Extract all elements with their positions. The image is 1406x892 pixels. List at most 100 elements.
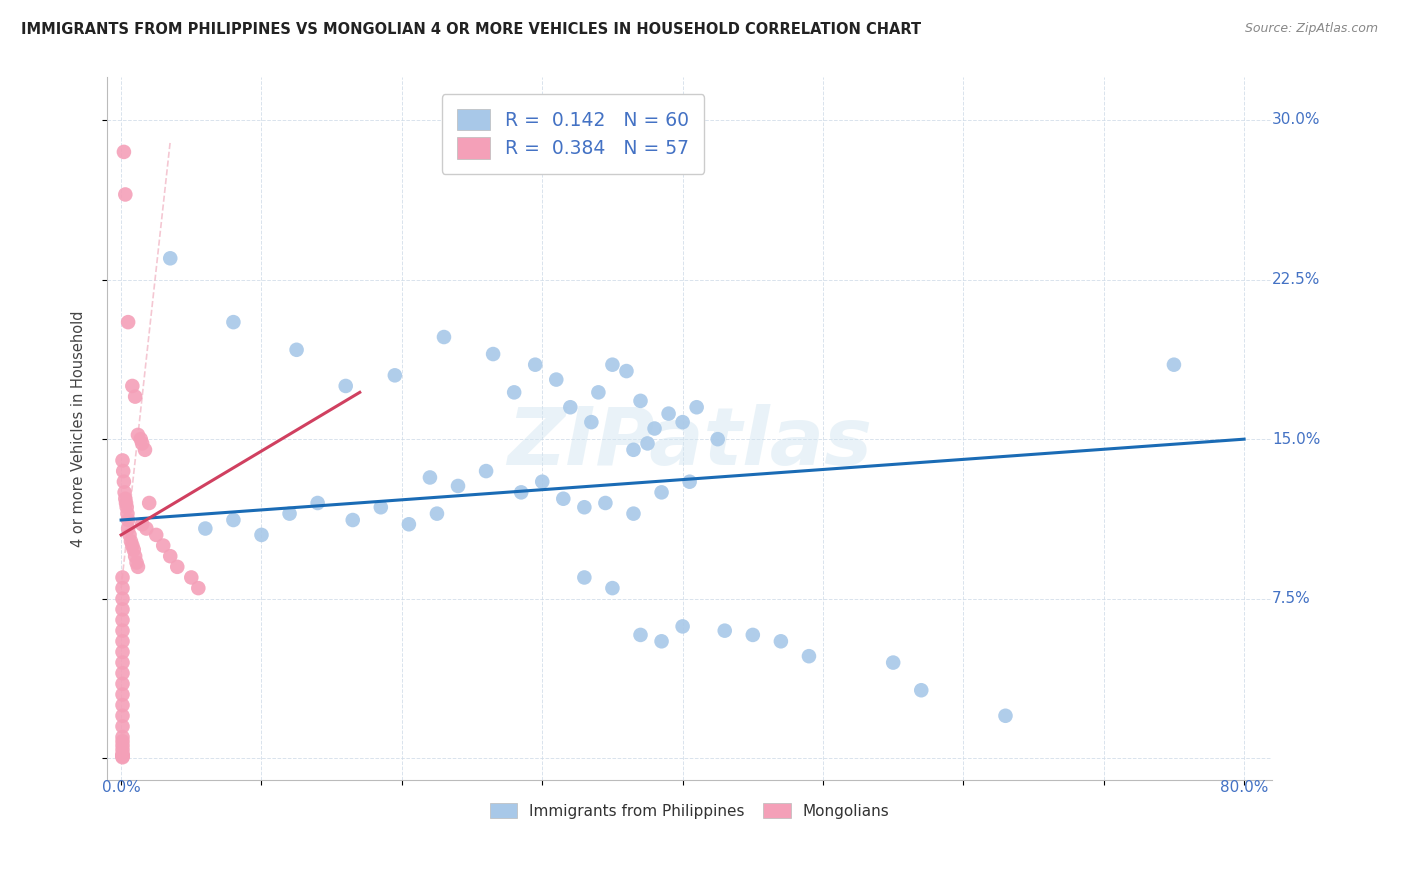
Point — [588, 385, 610, 400]
Point — [111, 624, 134, 638]
Point — [111, 453, 134, 467]
Point — [145, 528, 167, 542]
Point — [602, 581, 624, 595]
Point — [127, 559, 149, 574]
Point — [370, 500, 392, 515]
Point — [630, 628, 652, 642]
Point — [651, 634, 673, 648]
Point — [658, 407, 681, 421]
Legend: Immigrants from Philippines, Mongolians: Immigrants from Philippines, Mongolians — [484, 797, 896, 824]
Point — [152, 539, 174, 553]
Point — [135, 522, 157, 536]
Point — [574, 500, 596, 515]
Point — [111, 730, 134, 744]
Point — [1163, 358, 1185, 372]
Point — [222, 315, 245, 329]
Point — [713, 624, 735, 638]
Point — [616, 364, 638, 378]
Point — [111, 749, 134, 764]
Text: 0.0%: 0.0% — [101, 780, 141, 795]
Point — [335, 379, 357, 393]
Point — [129, 432, 152, 446]
Point — [882, 656, 904, 670]
Point — [131, 517, 153, 532]
Point — [672, 415, 695, 429]
Point — [602, 358, 624, 372]
Point — [111, 688, 134, 702]
Point — [111, 734, 134, 748]
Y-axis label: 4 or more Vehicles in Household: 4 or more Vehicles in Household — [72, 310, 86, 547]
Point — [623, 442, 645, 457]
Point — [637, 436, 659, 450]
Point — [910, 683, 932, 698]
Text: 30.0%: 30.0% — [1272, 112, 1320, 128]
Point — [111, 570, 134, 584]
Point — [706, 432, 728, 446]
Point — [111, 750, 134, 764]
Point — [426, 507, 449, 521]
Point — [131, 436, 153, 450]
Point — [117, 513, 139, 527]
Point — [111, 747, 134, 761]
Point — [546, 373, 568, 387]
Point — [384, 368, 406, 383]
Point — [111, 708, 134, 723]
Point — [574, 570, 596, 584]
Point — [124, 390, 146, 404]
Point — [630, 393, 652, 408]
Text: 22.5%: 22.5% — [1272, 272, 1320, 287]
Text: IMMIGRANTS FROM PHILIPPINES VS MONGOLIAN 4 OR MORE VEHICLES IN HOUSEHOLD CORRELA: IMMIGRANTS FROM PHILIPPINES VS MONGOLIAN… — [21, 22, 921, 37]
Point — [122, 542, 145, 557]
Point — [307, 496, 329, 510]
Point — [797, 649, 820, 664]
Point — [510, 485, 533, 500]
Point — [111, 739, 134, 753]
Point — [111, 748, 134, 763]
Point — [138, 496, 160, 510]
Point — [994, 708, 1017, 723]
Point — [111, 634, 134, 648]
Point — [685, 401, 707, 415]
Text: 15.0%: 15.0% — [1272, 432, 1320, 447]
Point — [159, 252, 181, 266]
Point — [581, 415, 603, 429]
Point — [250, 528, 273, 542]
Point — [111, 743, 134, 757]
Point — [651, 485, 673, 500]
Point — [741, 628, 763, 642]
Point — [111, 719, 134, 733]
Point — [278, 507, 301, 521]
Text: 7.5%: 7.5% — [1272, 591, 1310, 607]
Point — [159, 549, 181, 564]
Point — [769, 634, 792, 648]
Point — [524, 358, 547, 372]
Point — [111, 581, 134, 595]
Point — [187, 581, 209, 595]
Point — [121, 539, 143, 553]
Point — [114, 491, 136, 506]
Point — [115, 500, 138, 515]
Point — [114, 485, 136, 500]
Point — [222, 513, 245, 527]
Point — [194, 522, 217, 536]
Point — [112, 475, 135, 489]
Point — [111, 645, 134, 659]
Point — [112, 464, 135, 478]
Point — [644, 421, 666, 435]
Text: Source: ZipAtlas.com: Source: ZipAtlas.com — [1244, 22, 1378, 36]
Point — [112, 145, 135, 159]
Point — [623, 507, 645, 521]
Point — [115, 496, 138, 510]
Point — [111, 602, 134, 616]
Point — [111, 749, 134, 764]
Point — [166, 559, 188, 574]
Point — [672, 619, 695, 633]
Point — [124, 549, 146, 564]
Text: ZIPatlas: ZIPatlas — [508, 403, 872, 482]
Point — [433, 330, 456, 344]
Point — [398, 517, 420, 532]
Point — [117, 522, 139, 536]
Point — [114, 187, 136, 202]
Point — [111, 656, 134, 670]
Point — [111, 698, 134, 713]
